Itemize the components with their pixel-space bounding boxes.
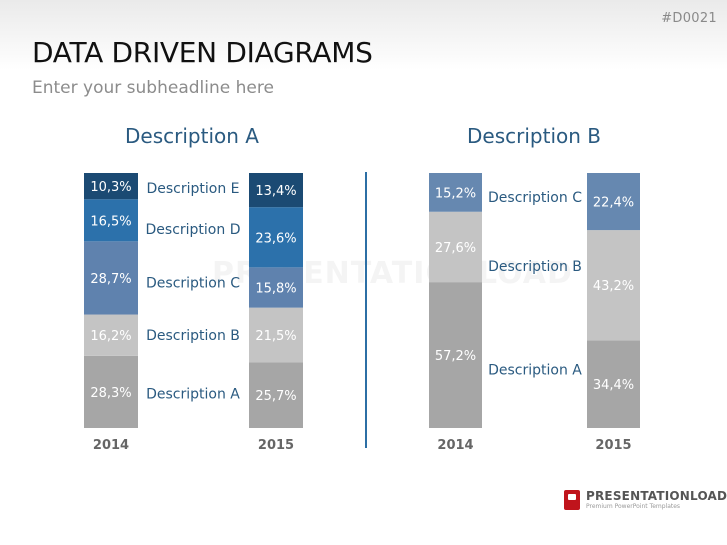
data-label: 13,4% [255,184,296,199]
data-label: 27,6% [435,241,476,256]
bar-segment [249,207,303,268]
bar-segment [587,173,640,231]
bar-segment [429,282,482,428]
data-label: 15,2% [435,186,476,201]
series-label: Description D [146,222,241,238]
bar-segment [84,199,138,242]
data-label: 57,2% [435,349,476,364]
category-label: 2014 [437,438,473,453]
data-label: 10,3% [90,180,131,195]
category-label: 2014 [93,438,129,453]
bar-segment [84,241,138,315]
category-label: 2015 [595,438,631,453]
slide-code: #D0021 [661,11,717,26]
data-label: 34,4% [593,378,634,393]
bar-segment [84,355,138,428]
series-label: Description C [488,190,582,206]
data-label: 16,2% [90,329,131,344]
data-label: 25,7% [255,389,296,404]
bar-segment [84,314,138,356]
brand-logo: PRESENTATIONLOAD Premium PowerPoint Temp… [564,490,727,511]
logo-brand: PRESENTATIONLOAD [586,489,727,503]
bar-segment [249,173,303,208]
series-label: Description B [146,328,240,344]
series-label: Description C [146,276,240,292]
panel-title-b: Description B [467,124,601,148]
bar-segment [429,211,482,283]
panel-title-a: Description A [125,124,259,148]
data-label: 28,3% [90,386,131,401]
category-label: 2015 [258,438,294,453]
logo-tagline: Premium PowerPoint Templates [586,503,681,510]
header-background [0,0,727,70]
series-label: Description E [146,181,239,197]
data-label: 43,2% [593,279,634,294]
slide-subtitle: Enter your subheadline here [32,78,274,98]
bar-segment [587,340,640,428]
data-label: 23,6% [255,231,296,246]
data-label: 16,5% [90,214,131,229]
slide-title: DATA DRIVEN DIAGRAMS [32,36,373,69]
series-label: Description A [146,387,240,403]
bar-segment [429,173,482,212]
bar-segment [249,267,303,308]
bar-segment [249,362,303,428]
bar-segment [249,307,303,363]
series-label: Description B [488,259,582,275]
series-label: Description A [488,363,582,379]
bar-segment [84,173,138,200]
logo-icon [564,490,580,510]
data-label: 28,7% [90,272,131,287]
data-label: 15,8% [255,282,296,297]
data-label: 21,5% [255,329,296,344]
bar-segment [587,230,640,341]
data-label: 22,4% [593,196,634,211]
